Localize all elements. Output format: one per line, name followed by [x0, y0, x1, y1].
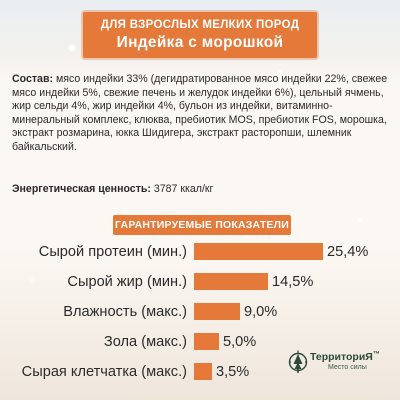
energy-block: Энергетическая ценность: 3787 ккал/кг — [12, 183, 390, 196]
header-title: Индейка с морошкой — [116, 34, 284, 51]
indicator-value: 3,5% — [216, 364, 250, 380]
energy-value: 3787 ккал/кг — [150, 183, 214, 195]
indicator-row: Сырой протеин (мин.) 25,4% — [0, 241, 400, 263]
indicator-label: Сырая клетчатка (макс.) — [21, 364, 187, 380]
indicator-value: 25,4% — [327, 244, 369, 260]
indicator-label: Зола (макс.) — [103, 334, 187, 350]
composition-text: мясо индейки 33% (дегидратированное мясо… — [12, 73, 388, 153]
indicator-row: Сырая клетчатка (макс.) 3,5% — [0, 361, 400, 383]
logo-name-text: ТерриториЯ — [310, 351, 373, 363]
indicator-label: Сырой жир (мин.) — [67, 274, 187, 290]
indicator-row: Зола (макс.) 5,0% — [0, 331, 400, 353]
indicator-bar — [194, 243, 323, 260]
indicator-row: Влажность (макс.) 9,0% — [0, 301, 400, 323]
indicator-label: Сырой протеин (мин.) — [38, 244, 187, 260]
tree-compass-icon — [288, 350, 308, 373]
indicator-bar — [194, 273, 268, 290]
indicator-row: Сырой жир (мин.) 14,5% — [0, 271, 400, 293]
brand-logo: ТерриториЯ™ Место силы — [288, 350, 398, 384]
indicator-value: 9,0% — [244, 304, 278, 320]
energy-label: Энергетическая ценность: — [12, 183, 151, 195]
guaranteed-indicators-title: ГАРАНТИРУЕМЫЕ ПОКАЗАТЕЛИ — [113, 215, 291, 235]
logo-trademark: ™ — [372, 351, 380, 358]
indicator-value: 14,5% — [272, 274, 314, 290]
composition-label: Состав: — [12, 73, 53, 85]
product-header-banner: ДЛЯ ВЗРОСЛЫХ МЕЛКИХ ПОРОД Индейка с моро… — [83, 12, 317, 58]
header-subtitle: ДЛЯ ВЗРОСЛЫХ МЕЛКИХ ПОРОД — [100, 19, 300, 31]
logo-tagline: Место силы — [328, 364, 367, 371]
indicator-bar — [194, 363, 212, 380]
logo-name: ТерриториЯ™ — [310, 351, 380, 363]
indicator-label: Влажность (макс.) — [63, 304, 187, 320]
indicator-bar — [194, 333, 219, 350]
composition-block: Состав: мясо индейки 33% (дегидратирован… — [12, 73, 390, 155]
indicator-bar — [194, 303, 240, 320]
indicator-value: 5,0% — [223, 334, 257, 350]
